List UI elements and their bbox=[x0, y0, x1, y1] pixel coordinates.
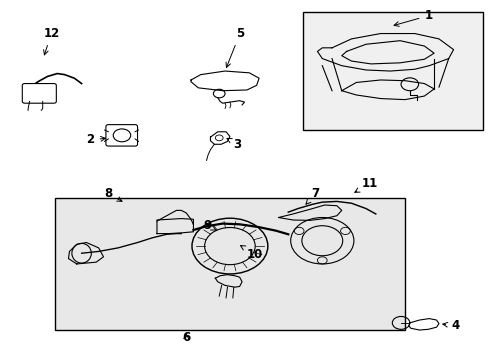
Text: 10: 10 bbox=[240, 246, 263, 261]
Text: 7: 7 bbox=[305, 187, 319, 204]
FancyBboxPatch shape bbox=[22, 84, 56, 103]
Text: 4: 4 bbox=[442, 319, 458, 332]
Text: 6: 6 bbox=[182, 331, 190, 344]
Text: 3: 3 bbox=[226, 138, 241, 151]
Text: 12: 12 bbox=[43, 27, 60, 55]
Text: 5: 5 bbox=[225, 27, 244, 67]
Text: 2: 2 bbox=[86, 134, 105, 147]
Text: 8: 8 bbox=[104, 187, 122, 201]
Bar bbox=[302, 12, 482, 130]
Bar bbox=[55, 198, 404, 330]
Text: 1: 1 bbox=[393, 9, 432, 26]
Text: 9: 9 bbox=[203, 219, 216, 232]
FancyBboxPatch shape bbox=[106, 125, 137, 146]
Text: 11: 11 bbox=[354, 177, 378, 192]
